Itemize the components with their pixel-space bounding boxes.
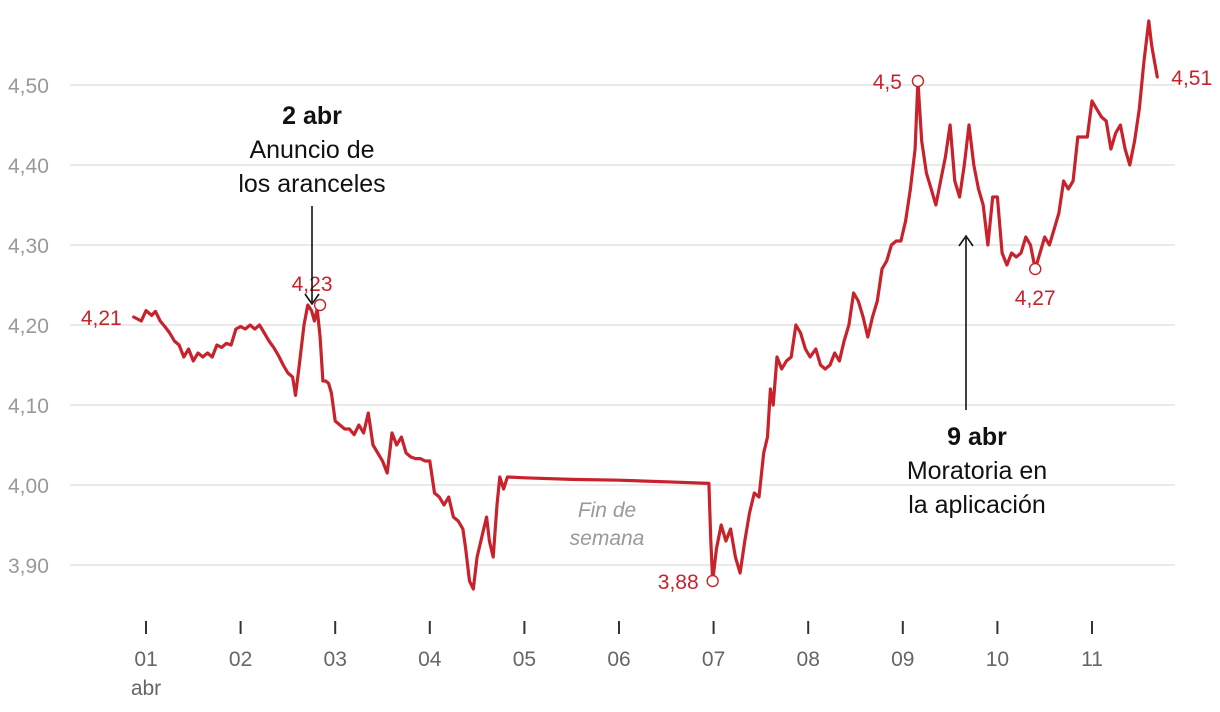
y-tick-label: 4,20 [8, 315, 49, 338]
annotation-moratorium: 9 abr Moratoria en la aplicación [907, 234, 1047, 519]
x-tick-label: 03 [324, 648, 347, 671]
gridlines [70, 84, 1175, 566]
point-marker [313, 298, 327, 312]
y-axis-labels: 3,90 4,00 4,10 4,20 4,30 4,40 4,50 [8, 75, 49, 578]
value-label: 4,21 [81, 307, 122, 330]
series-layer [132, 19, 1159, 591]
value-label: 4,27 [1015, 287, 1056, 310]
y-tick-label: 4,10 [8, 395, 49, 418]
x-tick-label: 09 [891, 648, 914, 671]
annotation-tariffs-line-1: Anuncio de [249, 136, 374, 164]
x-tick-label: 11 [1081, 648, 1103, 671]
value-label: 4,5 [873, 71, 902, 94]
x-tick-label: 08 [797, 648, 820, 671]
y-tick-label: 4,30 [8, 235, 49, 258]
x-tick-label: 10 [986, 648, 1009, 671]
y-tick-label: 4,50 [8, 75, 49, 98]
x-axis: 01 abr 02 03 04 05 06 07 08 09 10 11 [131, 621, 1103, 700]
weekend-note: Fin de semana [570, 499, 645, 550]
x-tick-label: 05 [513, 648, 536, 671]
annotation-tariffs-title: 2 abr [282, 102, 342, 130]
y-tick-label: 3,90 [8, 555, 49, 578]
x-tick-label: 02 [229, 648, 252, 671]
annotations: 2 abr Anuncio de los aranceles 9 abr Mor… [238, 102, 1047, 519]
annotation-moratorium-arrowhead [958, 234, 974, 247]
x-tick-label: 01 [134, 648, 157, 671]
annotation-tariffs: 2 abr Anuncio de los aranceles [238, 102, 386, 306]
y-tick-label: 4,00 [8, 475, 49, 498]
x-tick-sublabel: abr [131, 677, 161, 700]
value-label: 4,51 [1171, 67, 1212, 90]
x-tick-label: 04 [418, 648, 442, 671]
series-line [132, 19, 1159, 591]
value-labels: 4,214,233,884,54,274,51 [81, 67, 1212, 594]
y-tick-label: 4,40 [8, 155, 49, 178]
annotation-moratorium-line-2: la aplicación [908, 491, 1046, 519]
annotation-moratorium-line-1: Moratoria en [907, 457, 1047, 485]
weekend-note-line-1: Fin de [578, 499, 636, 522]
point-marker [706, 574, 719, 588]
value-label: 3,88 [658, 571, 699, 594]
x-tick-label: 07 [702, 648, 725, 671]
point-marker [1029, 262, 1042, 276]
x-tick-label: 06 [607, 648, 630, 671]
weekend-note-line-2: semana [570, 527, 645, 550]
annotation-tariffs-arrowhead [304, 293, 320, 306]
point-marker [911, 74, 925, 88]
annotation-tariffs-line-2: los aranceles [238, 170, 385, 198]
annotation-moratorium-title: 9 abr [947, 423, 1007, 451]
